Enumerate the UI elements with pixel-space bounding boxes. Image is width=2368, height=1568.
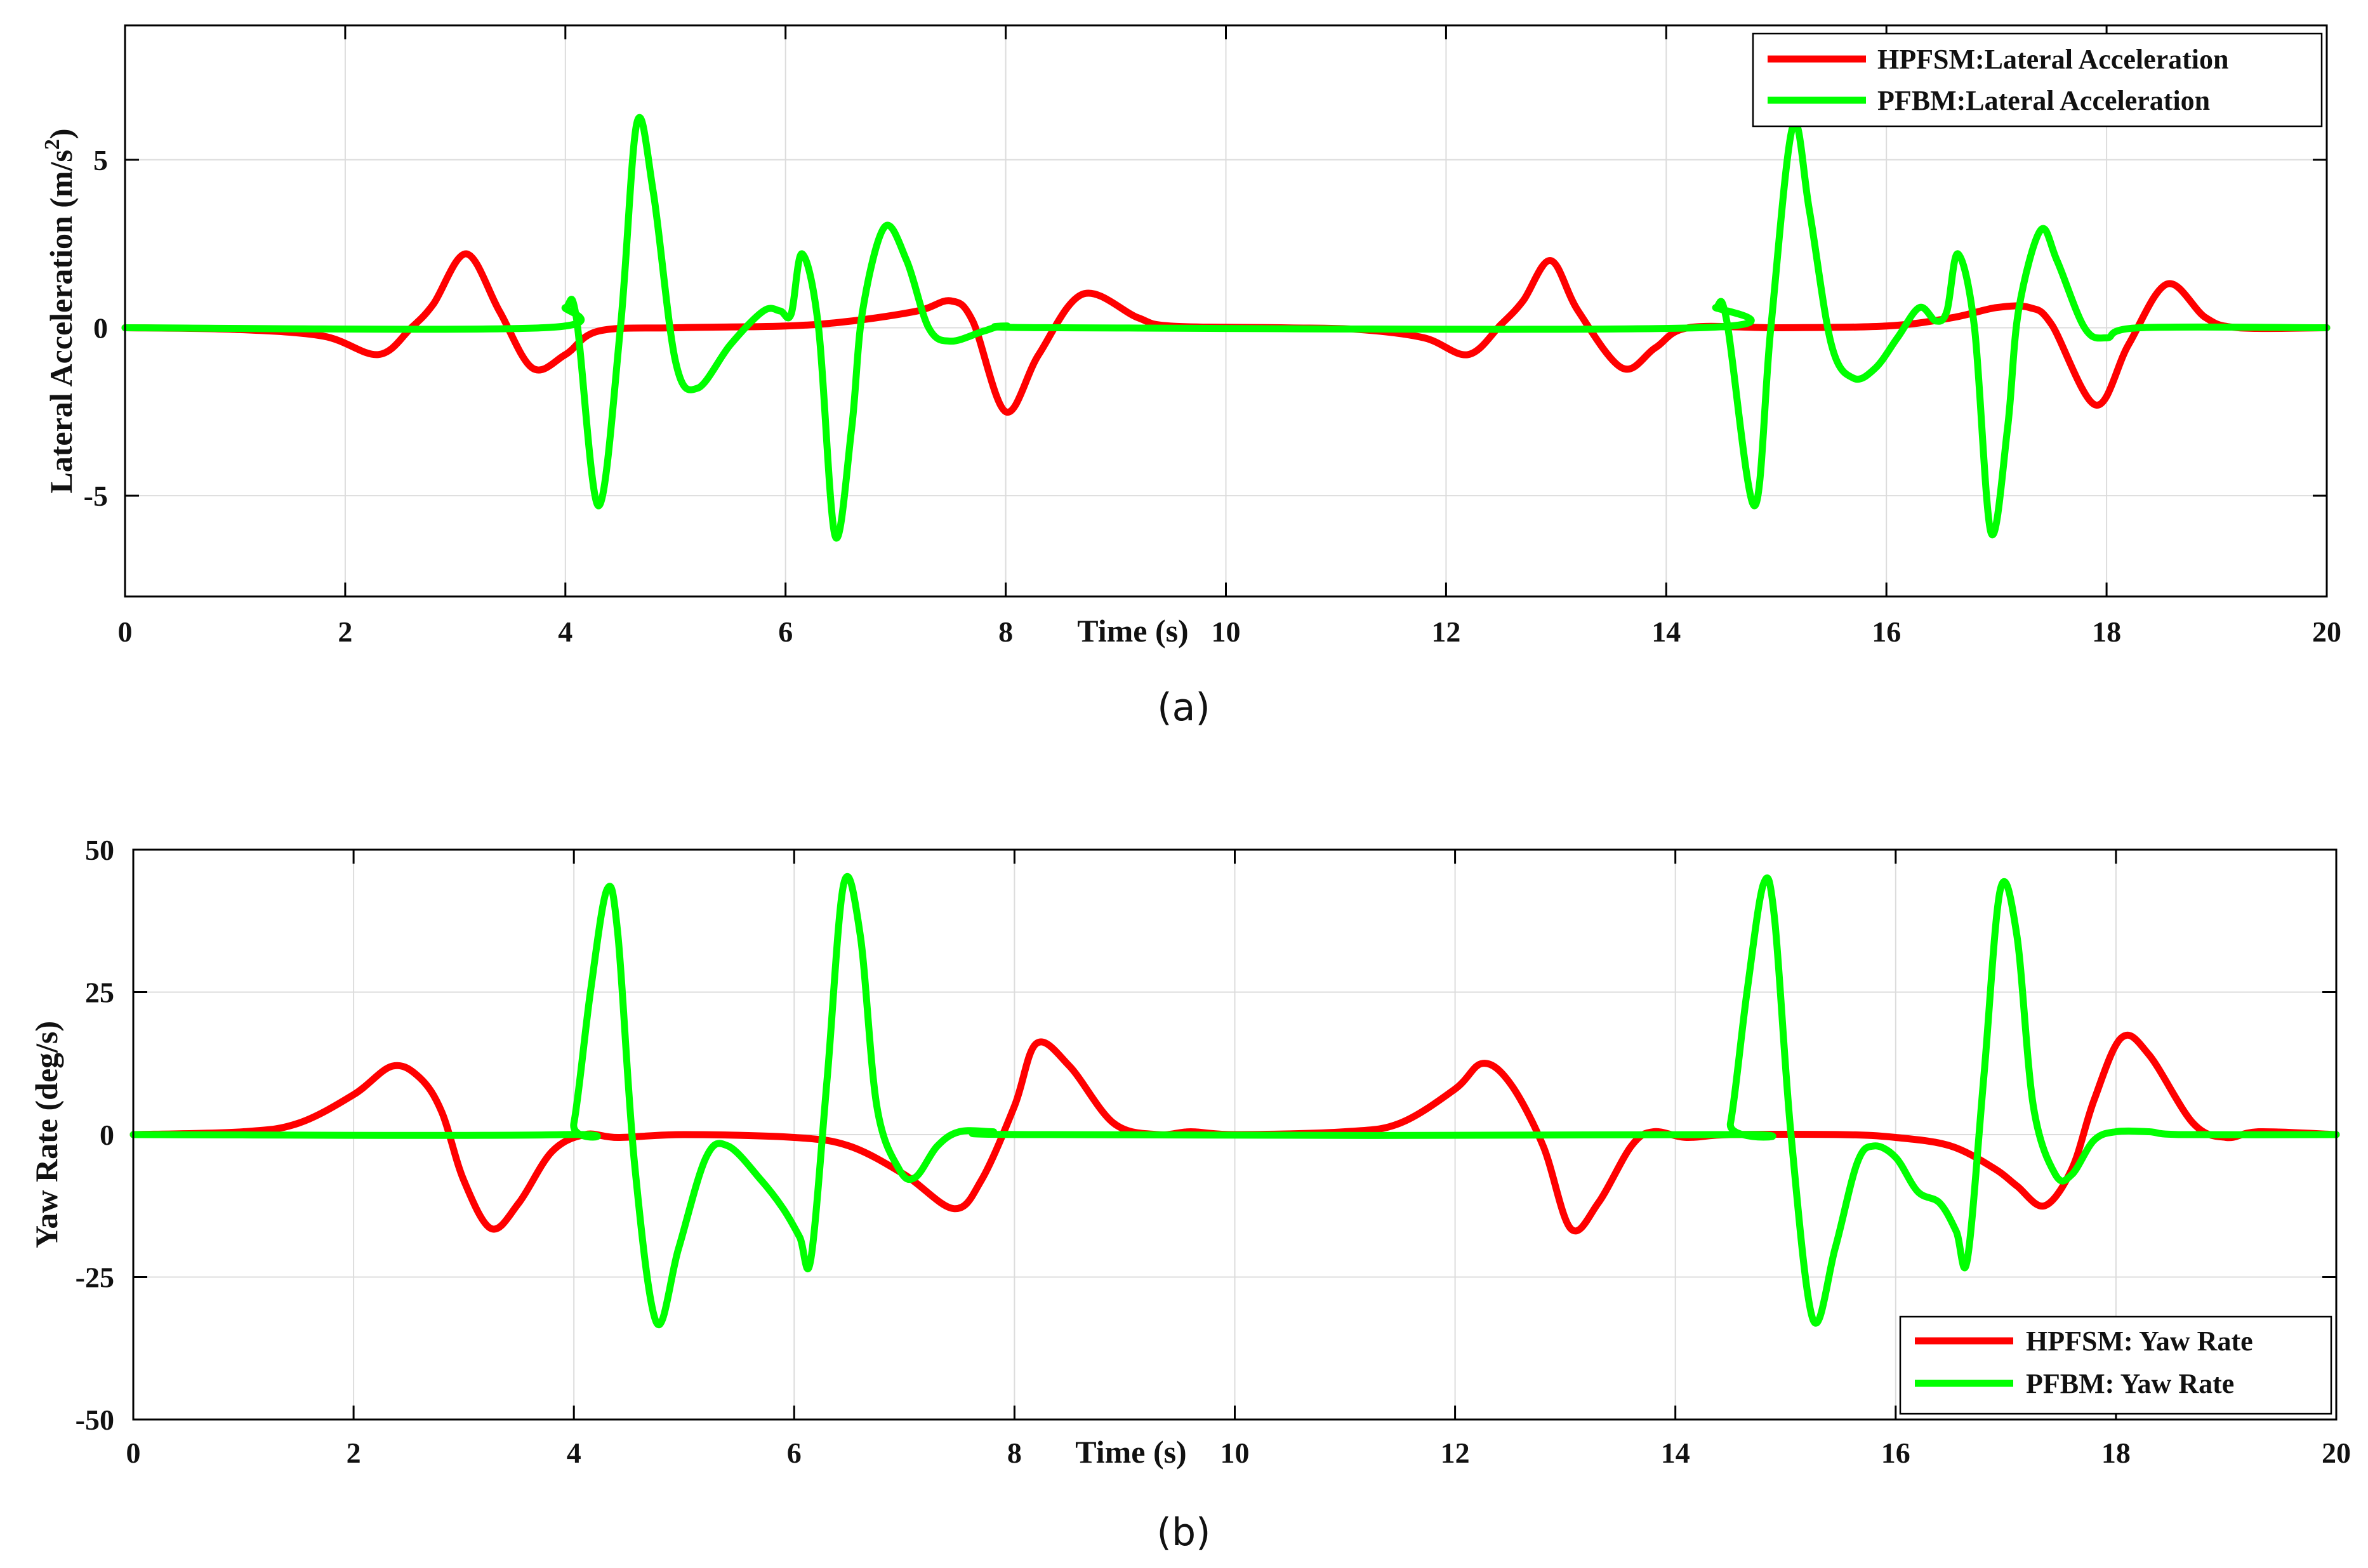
legend-label-hpfsm: HPFSM:Lateral Acceleration xyxy=(1877,44,2228,75)
x-tick-labels: 0 2 4 6 8 10 12 14 16 18 20 xyxy=(118,616,2342,648)
series-group xyxy=(129,873,2340,1328)
x-tick-label: 2 xyxy=(347,1437,361,1469)
y-tick-label: -5 xyxy=(84,480,108,512)
legend-label-pfbm: PFBM: Yaw Rate xyxy=(2026,1368,2234,1399)
x-tick-label: 14 xyxy=(1651,616,1681,648)
y-tick-labels: -50 -25 0 25 50 xyxy=(76,834,114,1436)
legend: HPFSM:Lateral Acceleration PFBM:Lateral … xyxy=(1752,32,2323,128)
x-tick-label: 10 xyxy=(1220,1437,1250,1469)
x-tick-label: 14 xyxy=(1661,1437,1690,1469)
y-tick-label: 50 xyxy=(85,834,114,866)
caption-a: (a) xyxy=(1157,685,1210,730)
x-tick-label: 12 xyxy=(1431,616,1460,648)
series-line-pfbm xyxy=(121,114,2331,542)
legend: HPFSM: Yaw Rate PFBM: Yaw Rate xyxy=(1899,1315,2332,1415)
x-tick-label: 6 xyxy=(778,616,793,648)
x-tick-label: 8 xyxy=(998,616,1013,648)
x-tick-label: 20 xyxy=(2312,616,2341,648)
x-tick-label: 4 xyxy=(558,616,572,648)
x-tick-label: 18 xyxy=(2101,1437,2131,1469)
y-tick-label: 5 xyxy=(93,144,108,176)
x-tick-label: 16 xyxy=(1881,1437,1910,1469)
x-axis-label: Time (s) xyxy=(1077,613,1188,649)
x-tick-label: 12 xyxy=(1441,1437,1470,1469)
plot-frame xyxy=(132,848,2338,1421)
x-tick-label: 10 xyxy=(1212,616,1241,648)
chart-yaw-rate: 0 2 4 6 8 10 12 14 16 18 20 -50 -25 0 25 50 Time (s) Y… xyxy=(29,834,2351,1470)
x-tick-labels: 0 2 4 6 8 10 12 14 16 18 20 xyxy=(126,1437,2351,1469)
plot-frame xyxy=(124,24,2328,598)
caption-b: (b) xyxy=(1157,1510,1211,1555)
x-tick-label: 16 xyxy=(1872,616,1901,648)
y-tick-labels: -5 0 5 xyxy=(84,144,108,512)
y-tick-label: 0 xyxy=(93,312,108,344)
legend-box xyxy=(1752,32,2323,128)
x-tick-label: 8 xyxy=(1007,1437,1022,1469)
y-tick-label: -50 xyxy=(76,1404,114,1436)
x-tick-label: 4 xyxy=(567,1437,581,1469)
y-axis-label: Lateral Acceleration (m/s2) xyxy=(41,128,79,493)
y-axis-label: Yaw Rate (deg/s) xyxy=(29,1021,64,1248)
x-axis-label: Time (s) xyxy=(1075,1434,1186,1470)
legend-label-hpfsm: HPFSM: Yaw Rate xyxy=(2026,1326,2253,1357)
x-tick-label: 0 xyxy=(118,616,133,648)
x-tick-label: 6 xyxy=(787,1437,802,1469)
y-tick-label: -25 xyxy=(76,1262,114,1294)
chart-lateral-acceleration: 0 2 4 6 8 10 12 14 16 18 20 -5 0 5 Time (s) Lateral … xyxy=(41,24,2342,649)
x-tick-label: 2 xyxy=(338,616,352,648)
legend-box xyxy=(1899,1315,2332,1415)
y-tick-label: 0 xyxy=(100,1119,114,1151)
series-line-pfbm xyxy=(129,873,2340,1328)
x-tick-label: 0 xyxy=(126,1437,141,1469)
y-tick-label: 25 xyxy=(85,977,114,1009)
x-tick-label: 18 xyxy=(2092,616,2121,648)
x-tick-label: 20 xyxy=(2322,1437,2351,1469)
series-group xyxy=(121,114,2331,542)
legend-label-pfbm: PFBM:Lateral Acceleration xyxy=(1877,85,2210,116)
